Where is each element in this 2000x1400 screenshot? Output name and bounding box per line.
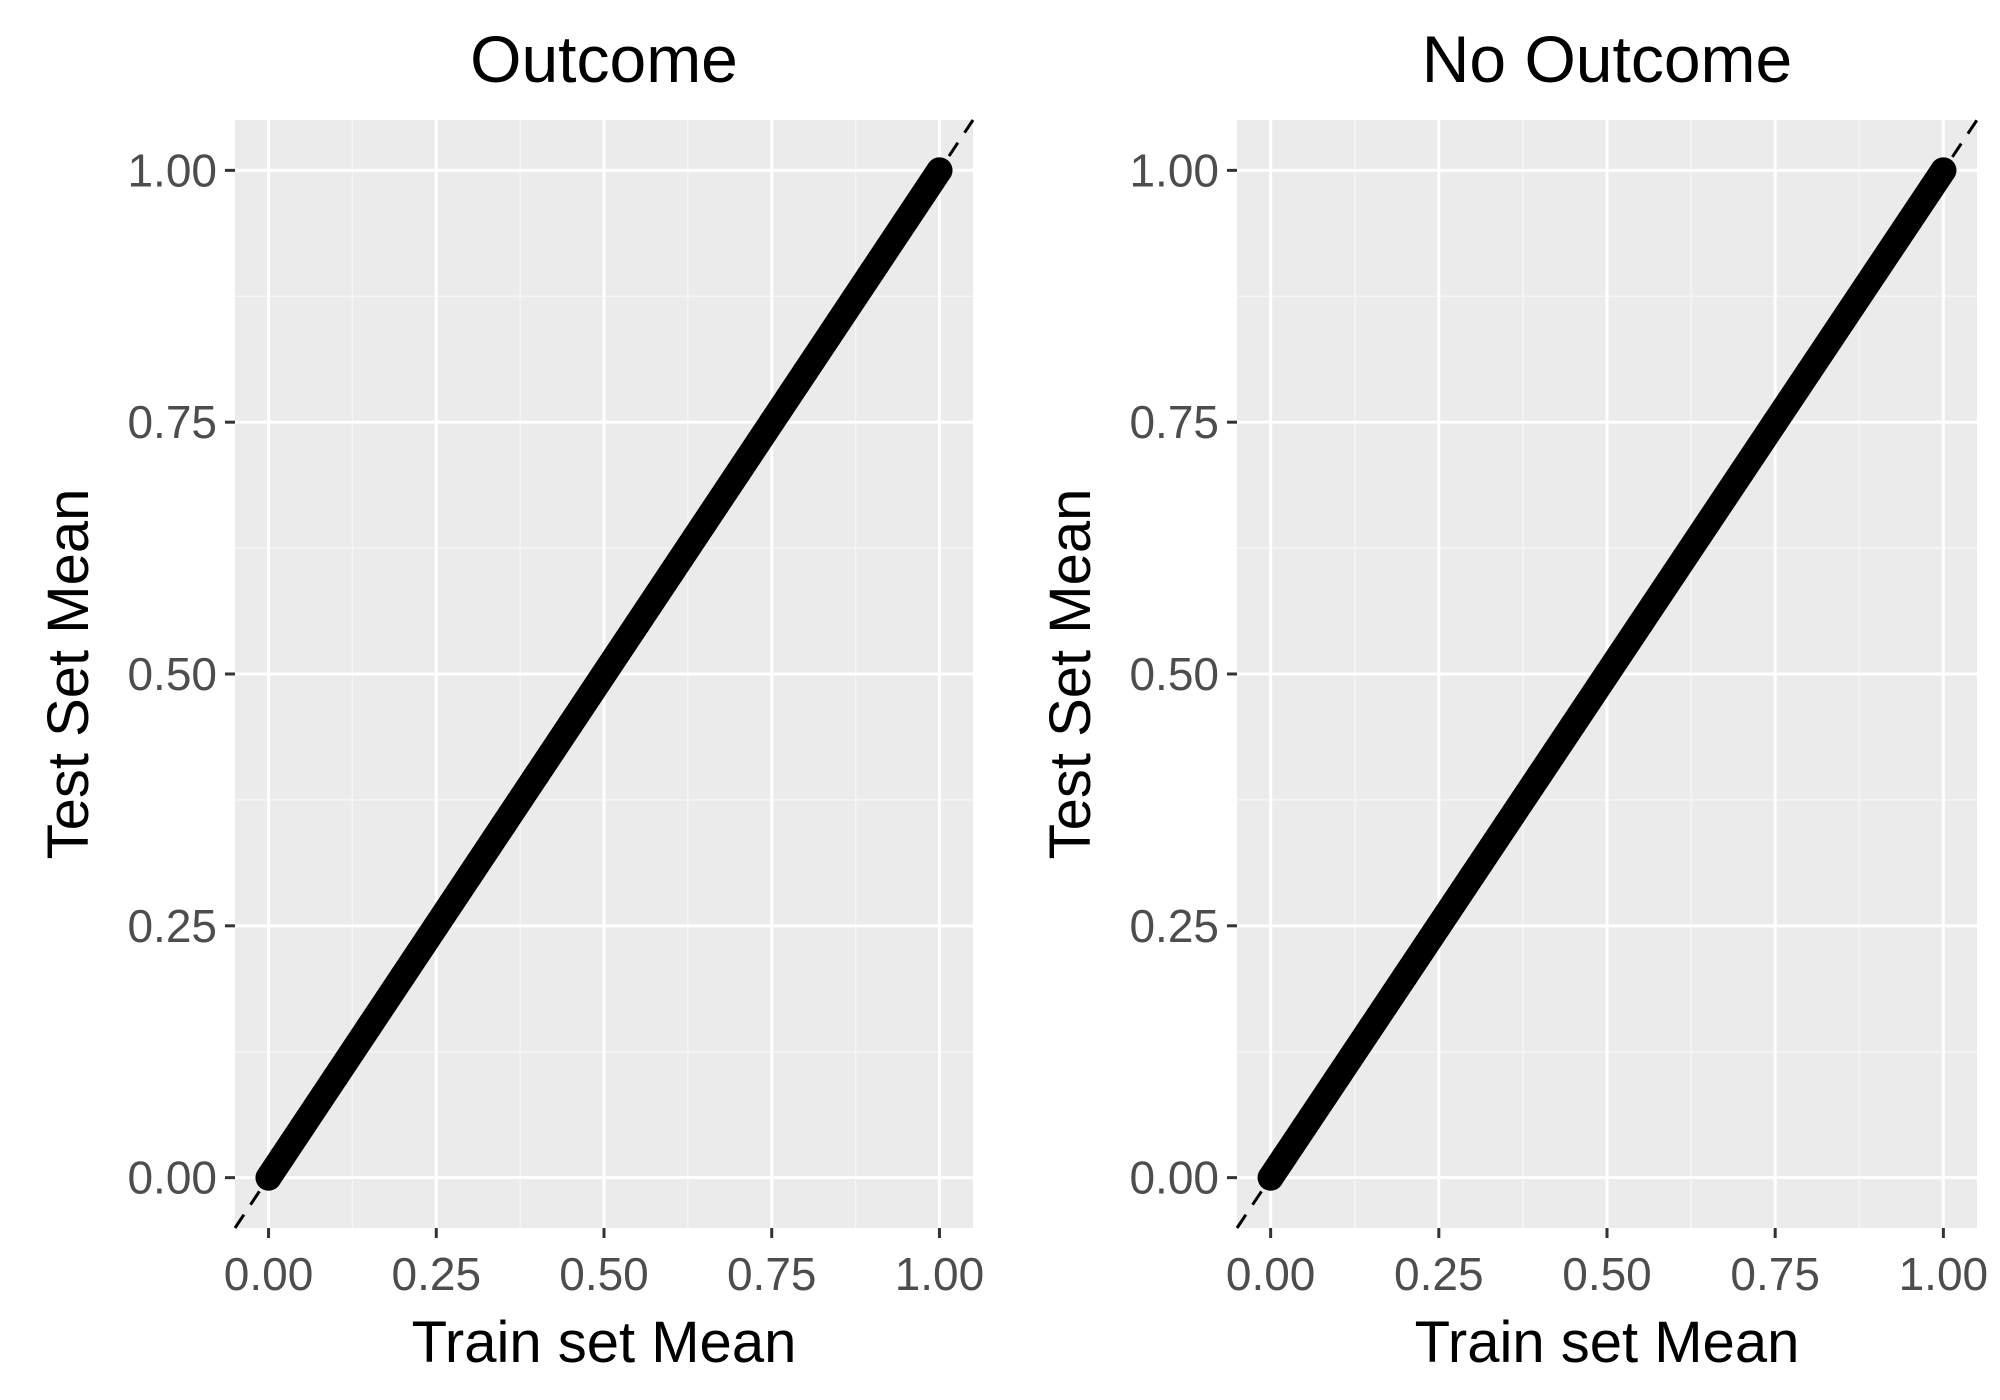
data-point — [1526, 761, 1553, 788]
data-point — [1324, 1063, 1351, 1090]
y-tick-label: 0.25 — [1129, 900, 1219, 952]
data-point — [1425, 912, 1452, 939]
data-point — [1271, 1144, 1298, 1171]
data-point — [268, 1144, 295, 1171]
data-points — [1257, 157, 1957, 1191]
y-tick-label: 0.00 — [1129, 1152, 1219, 1204]
x-axis: 0.00 0.25 0.50 0.75 1.00 — [1226, 1228, 1988, 1300]
panel-title: No Outcome — [1422, 22, 1792, 96]
data-point — [892, 207, 919, 234]
x-tick-label: 0.00 — [224, 1248, 314, 1300]
data-point — [1795, 358, 1822, 385]
data-point — [557, 711, 584, 738]
data-point — [691, 509, 718, 536]
data-point — [255, 1164, 282, 1191]
data-point — [725, 459, 752, 486]
x-tick-label: 0.00 — [1226, 1248, 1316, 1300]
panel-outcome: Outcome 0.00 0.25 0.50 0.75 1.00 0.00 0.25 0.5… — [36, 22, 984, 1375]
data-point — [356, 1013, 383, 1040]
data-point — [926, 157, 953, 184]
y-tick-label: 0.50 — [1129, 648, 1219, 700]
data-point — [1594, 661, 1620, 687]
panel-title: Outcome — [470, 22, 738, 96]
x-tick-label: 0.75 — [1730, 1248, 1820, 1300]
y-tick-label: 0.25 — [127, 900, 217, 952]
y-axis-title: Test Set Mean — [1038, 489, 1103, 860]
data-point — [1392, 963, 1419, 990]
data-point — [658, 560, 685, 587]
data-points — [255, 157, 953, 1191]
data-point — [1291, 1114, 1318, 1141]
data-point — [1728, 459, 1755, 486]
data-point — [1257, 1164, 1284, 1191]
x-tick-label: 1.00 — [895, 1248, 985, 1300]
data-point — [1863, 258, 1890, 285]
data-point — [1829, 308, 1856, 335]
data-point — [1459, 862, 1486, 889]
y-tick-label: 0.00 — [127, 1152, 217, 1204]
y-tick-label: 1.00 — [1129, 144, 1219, 196]
data-point — [1762, 409, 1789, 436]
data-point — [1661, 560, 1688, 587]
data-point — [1358, 1013, 1385, 1040]
x-axis-title: Train set Mean — [412, 1310, 797, 1375]
data-point — [1493, 812, 1520, 839]
x-tick-label: 0.75 — [727, 1248, 817, 1300]
data-point — [322, 1063, 349, 1090]
x-axis: 0.00 0.25 0.50 0.75 1.00 — [224, 1228, 984, 1300]
data-point — [523, 761, 550, 788]
data-point — [624, 610, 651, 637]
data-point — [792, 358, 819, 385]
x-axis-title: Train set Mean — [1415, 1310, 1800, 1375]
data-point — [289, 1114, 316, 1141]
data-point — [389, 963, 416, 990]
x-tick-label: 0.50 — [1562, 1248, 1652, 1300]
data-point — [825, 308, 852, 335]
data-point — [859, 258, 886, 285]
y-axis-title: Test Set Mean — [36, 489, 101, 860]
x-tick-label: 1.00 — [1899, 1248, 1989, 1300]
x-tick-label: 0.25 — [1394, 1248, 1484, 1300]
data-point — [456, 862, 483, 889]
data-point — [591, 661, 617, 687]
y-axis: 0.00 0.25 0.50 0.75 1.00 — [1129, 144, 1237, 1204]
data-point — [1930, 157, 1957, 184]
y-tick-label: 1.00 — [127, 144, 217, 196]
panel-no-outcome: No Outcome 0.00 0.25 0.50 0.75 1.00 0.00 0.25… — [1038, 22, 1988, 1375]
x-tick-label: 0.50 — [559, 1248, 649, 1300]
data-point — [490, 812, 517, 839]
data-point — [1694, 509, 1721, 536]
data-point — [1627, 610, 1654, 637]
data-point — [1896, 207, 1923, 234]
y-tick-label: 0.50 — [127, 648, 217, 700]
y-tick-label: 0.75 — [127, 396, 217, 448]
y-tick-label: 0.75 — [1129, 396, 1219, 448]
data-point — [758, 409, 785, 436]
data-point — [1560, 711, 1587, 738]
y-axis: 0.00 0.25 0.50 0.75 1.00 — [127, 144, 235, 1204]
data-point — [423, 912, 450, 939]
x-tick-label: 0.25 — [392, 1248, 482, 1300]
